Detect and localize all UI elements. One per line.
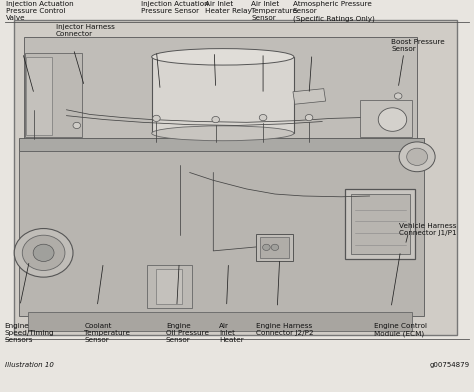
Bar [28,312,412,331]
Bar [24,37,417,141]
Text: Engine
Speed/Timing
Sensors: Engine Speed/Timing Sensors [5,323,55,343]
Text: Engine
Oil Pressure
Sensor: Engine Oil Pressure Sensor [166,323,209,343]
Circle shape [33,244,54,261]
Bar [156,269,182,304]
Text: Injection Actuation
Pressure Control
Valve: Injection Actuation Pressure Control Val… [6,1,73,21]
Text: Air Inlet
Temperature
Sensor: Air Inlet Temperature Sensor [251,1,297,21]
Text: Vehicle Harness
Connector J1/P1: Vehicle Harness Connector J1/P1 [399,223,457,236]
Circle shape [263,244,270,250]
Bar [152,57,294,133]
Text: g00754879: g00754879 [429,362,469,368]
FancyArrow shape [293,89,326,104]
Ellipse shape [152,49,294,65]
Text: Atmospheric Pressure
Sensor
(Specific Ratings Only): Atmospheric Pressure Sensor (Specific Ra… [293,1,374,22]
Text: Coolant
Temperature
Sensor: Coolant Temperature Sensor [84,323,130,343]
Circle shape [212,116,219,123]
Bar [360,100,412,137]
Bar [256,234,293,261]
Circle shape [399,142,435,172]
Bar [351,194,410,254]
Bar [260,237,289,258]
Text: Engine Control
Module (ECM): Engine Control Module (ECM) [374,323,428,337]
Text: Injector Harness
Connector: Injector Harness Connector [56,24,115,36]
Text: Air
Inlet
Heater: Air Inlet Heater [219,323,244,343]
Circle shape [394,93,402,99]
Circle shape [407,148,428,165]
Text: Boost Pressure
Sensor: Boost Pressure Sensor [391,39,445,52]
Bar [19,138,424,151]
Bar [26,57,52,135]
Circle shape [271,244,279,250]
Bar [345,189,415,259]
Bar [14,20,457,335]
Bar [25,53,82,137]
Text: Air Inlet
Heater Relay: Air Inlet Heater Relay [205,1,252,14]
Circle shape [73,122,81,129]
Circle shape [153,115,160,122]
Circle shape [305,114,313,121]
Bar [147,265,192,308]
Circle shape [14,229,73,277]
Text: Illustration 10: Illustration 10 [5,362,54,368]
Circle shape [378,108,407,131]
Bar [19,151,424,316]
Circle shape [22,235,65,270]
Text: Injection Actuation
Pressure Sensor: Injection Actuation Pressure Sensor [141,1,209,14]
Text: Engine Harness
Connector J2/P2: Engine Harness Connector J2/P2 [256,323,314,336]
Ellipse shape [152,126,294,141]
Circle shape [259,114,267,121]
